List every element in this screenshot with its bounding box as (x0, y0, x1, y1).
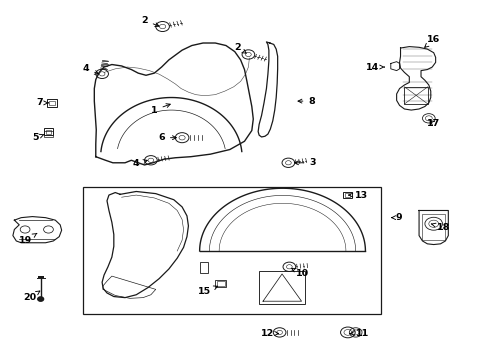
Text: 10: 10 (291, 268, 308, 278)
Text: 2: 2 (141, 16, 159, 27)
Text: 9: 9 (391, 213, 401, 222)
Text: 7: 7 (36, 98, 48, 107)
Text: 5: 5 (33, 133, 44, 142)
Bar (215, 280, 225, 287)
Circle shape (38, 297, 43, 301)
Text: 18: 18 (430, 223, 449, 232)
Bar (38, 276, 43, 278)
Text: 15: 15 (198, 286, 217, 296)
Text: 11: 11 (349, 329, 368, 338)
Text: 20: 20 (23, 291, 40, 302)
Bar (49, 101, 55, 105)
Text: 4: 4 (133, 159, 147, 168)
Text: 16: 16 (424, 35, 439, 48)
Text: 6: 6 (158, 133, 176, 142)
Text: 1: 1 (151, 104, 170, 114)
Bar (422, 215, 444, 240)
Bar (404, 87, 427, 104)
Text: 3: 3 (294, 158, 315, 167)
Bar (43, 128, 53, 135)
Text: 14: 14 (365, 63, 384, 72)
Text: 2: 2 (233, 43, 246, 53)
Text: 19: 19 (19, 233, 37, 246)
Text: 17: 17 (426, 119, 439, 128)
Bar (259, 271, 305, 304)
Bar (343, 192, 351, 198)
Bar (82, 187, 380, 315)
Text: 4: 4 (82, 64, 99, 74)
Text: 8: 8 (297, 96, 315, 105)
Bar (46, 130, 51, 134)
Bar (216, 282, 224, 286)
Bar (199, 262, 208, 273)
Bar (46, 99, 57, 107)
Text: 13: 13 (348, 190, 367, 199)
Bar (43, 131, 53, 137)
Bar (345, 193, 349, 197)
Text: 12: 12 (261, 329, 278, 338)
